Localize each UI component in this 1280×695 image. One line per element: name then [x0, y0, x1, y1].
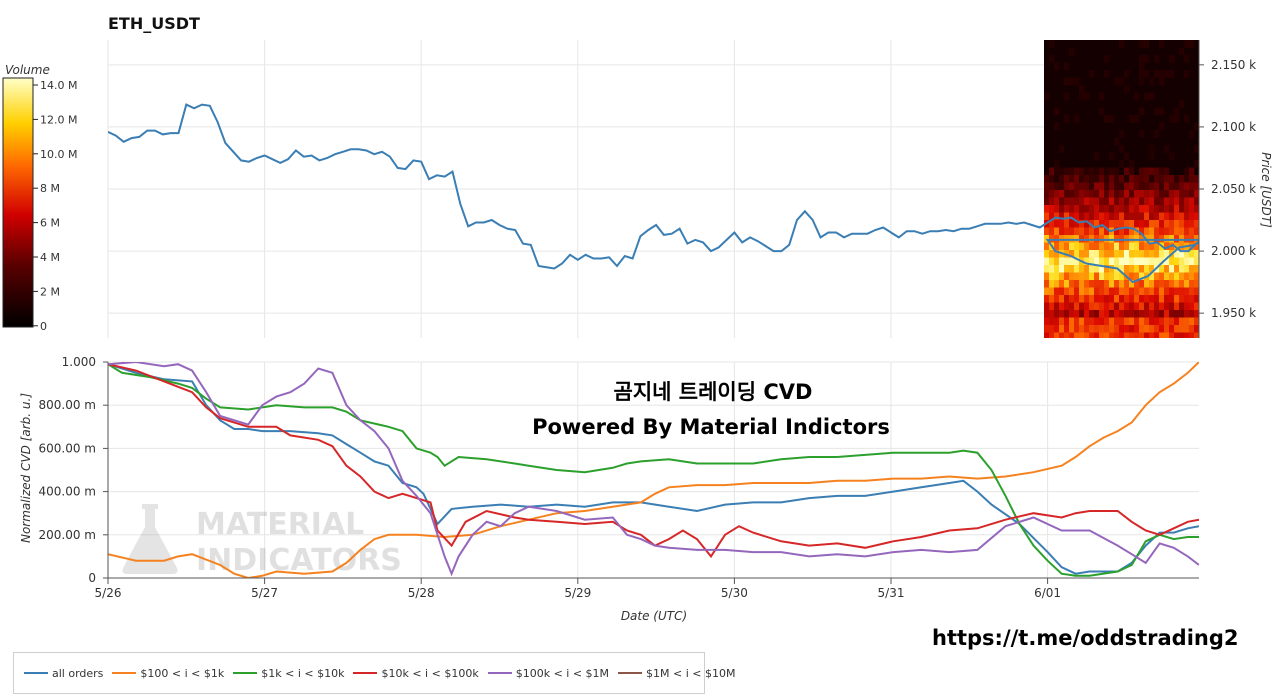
legend-swatch: [233, 672, 258, 674]
price-panel: 2.150 k 2.100 k 2.050 k 2.000 k 1.950 k Pric…: [107, 40, 1273, 338]
watermark: MATERIAL INDICATORS: [122, 504, 402, 578]
legend-label: $100 < i < $1k: [140, 666, 225, 680]
legend-label: $10k < i < $100k: [381, 666, 479, 680]
cvd-tick-label: 0: [88, 571, 96, 585]
date-tick-label: 5/26: [95, 586, 122, 600]
orderbook-heatmap: [1044, 40, 1199, 338]
colorbar-tick-label: 12.0 M: [40, 113, 77, 126]
date-tick-label: 5/29: [564, 586, 591, 600]
date-tick-label: 5/27: [251, 586, 278, 600]
price-tick-label: 2.050 k: [1211, 182, 1256, 196]
legend-item[interactable]: all orders: [24, 667, 103, 680]
cvd-series-line: [108, 363, 1199, 575]
colorbar-tick-label: 2 M: [40, 285, 60, 298]
cvd-tick-label: 400.00 m: [39, 485, 97, 499]
cvd-axis-label: Normalized CVD [arb. u.]: [19, 393, 33, 543]
flask-icon: [122, 504, 178, 574]
legend-label: $1k < i < $10k: [261, 666, 345, 680]
telegram-link[interactable]: https://t.me/oddstrading2: [932, 626, 1239, 650]
colorbar-tick-label: 4 M: [40, 251, 60, 264]
colorbar-tick-label: 8 M: [40, 182, 60, 195]
date-tick-label: 5/28: [408, 586, 435, 600]
date-tick-label: 5/31: [878, 586, 905, 600]
legend: all orders $100 < i < $1k $1k < i < $10k $1…: [13, 652, 735, 694]
legend-item[interactable]: $1k < i < $10k: [233, 667, 344, 680]
cvd-series-line: [108, 363, 1199, 559]
cvd-tick-label: 800.00 m: [39, 398, 97, 412]
legend-item[interactable]: $1M < i < $10M: [618, 667, 735, 680]
legend-label: all orders: [52, 666, 104, 680]
legend-swatch: [487, 672, 512, 674]
colorbar-tick-label: 0: [40, 320, 47, 333]
price-axis-label: Price [USDT]: [1259, 152, 1273, 228]
legend-item[interactable]: $100 < i < $1k: [112, 667, 224, 680]
legend-swatch: [24, 672, 48, 674]
cvd-panel: MATERIAL INDICATORS 1.000 800.00 m 600.00 …: [19, 355, 1199, 623]
legend-item[interactable]: $100k < i < $1M: [487, 666, 610, 680]
legend-swatch: [112, 672, 137, 674]
overlay-subtitle: Powered By Material Indictors: [532, 415, 890, 439]
watermark-line1: MATERIAL: [196, 507, 364, 542]
colorbar-ticks: 14.0 M 12.0 M 10.0 M 8 M 6 M 4 M 2 M 0: [33, 79, 77, 333]
date-tick-label: 6/01: [1034, 586, 1061, 600]
cvd-tick-label: 1.000: [62, 355, 96, 369]
symbol-title: ETH_USDT: [108, 14, 200, 33]
price-line: [108, 103, 1199, 284]
colorbar-tick-label: 14.0 M: [40, 79, 77, 92]
date-tick-label: 5/30: [721, 586, 748, 600]
colorbar-tick-label: 10.0 M: [40, 148, 77, 161]
price-tick-label: 2.150 k: [1211, 58, 1256, 72]
legend-swatch: [353, 672, 378, 674]
cvd-tick-label: 600.00 m: [39, 441, 97, 455]
cvd-series-line: [108, 363, 1199, 577]
date-axis-label: Date (UTC): [621, 609, 687, 623]
price-tick-label: 1.950 k: [1211, 306, 1256, 320]
legend-label: $100k < i < $1M: [515, 666, 610, 680]
cvd-series-line: [108, 362, 1199, 578]
legend-item[interactable]: $10k < i < $100k: [353, 666, 479, 680]
price-tick-label: 2.000 k: [1211, 244, 1256, 258]
overlay-title: 곰지네 트레이딩 CVD: [614, 380, 813, 404]
cvd-series-line: [108, 362, 1199, 577]
legend-label: $1M < i < $10M: [646, 666, 736, 680]
price-tick-label: 2.100 k: [1211, 120, 1256, 134]
cvd-tick-label: 200.00 m: [39, 528, 97, 542]
colorbar-label: Volume: [5, 63, 50, 77]
colorbar-tick-label: 6 M: [40, 217, 60, 230]
colorbar: [2, 77, 34, 328]
legend-swatch: [618, 672, 643, 674]
